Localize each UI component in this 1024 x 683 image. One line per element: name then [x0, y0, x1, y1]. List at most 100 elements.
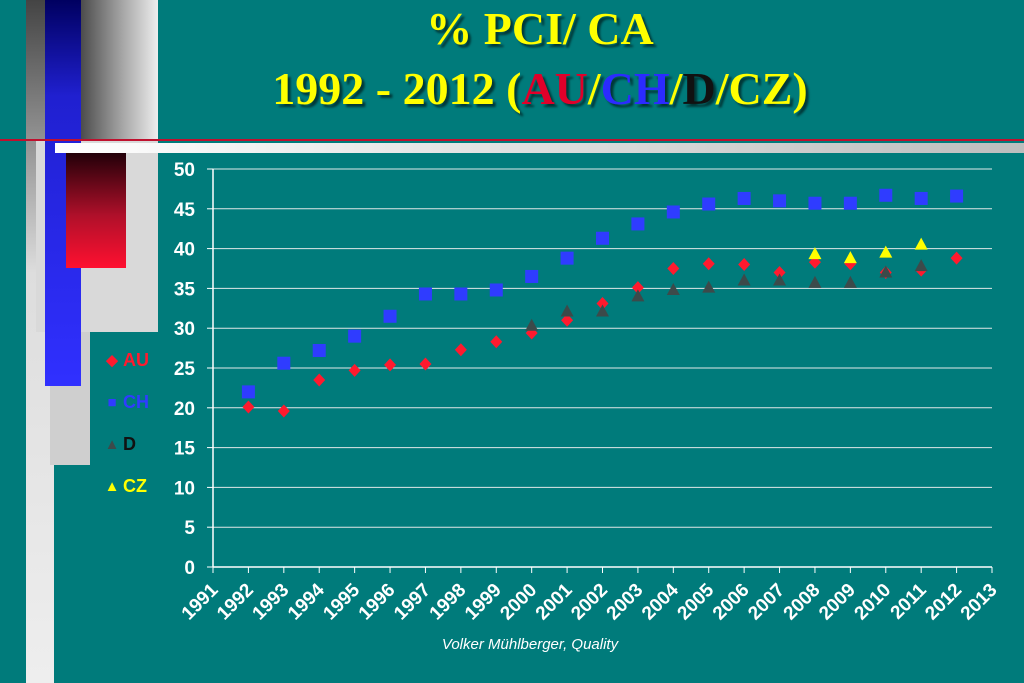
legend-label-d: D	[123, 433, 136, 454]
data-point-ch	[348, 329, 362, 343]
data-point-ch	[596, 231, 609, 245]
data-point-ch	[879, 188, 893, 202]
title-ch: CH	[600, 63, 670, 114]
x-tick-label: 1994	[284, 579, 329, 624]
x-tick-label: 1993	[249, 580, 294, 625]
data-point-d	[914, 259, 928, 272]
header-red-divider	[0, 139, 1024, 141]
data-point-d	[702, 280, 716, 293]
data-point-ch	[702, 197, 716, 211]
title-d: D	[682, 63, 716, 114]
legend-label-ch: CH	[123, 391, 149, 412]
x-tick-label: 2013	[957, 580, 1002, 625]
data-point-au	[631, 281, 644, 295]
x-tick-label: 1992	[213, 580, 258, 625]
y-tick-label: 5	[184, 518, 195, 539]
y-tick-label: 50	[174, 160, 195, 181]
data-point-ch	[241, 385, 255, 399]
x-tick-label: 1999	[461, 580, 506, 625]
x-tick-label: 1991	[178, 579, 223, 624]
x-tick-label: 2010	[851, 580, 896, 625]
x-tick-label: 2009	[815, 580, 860, 625]
x-tick-label: 2005	[674, 579, 719, 624]
data-point-ch	[489, 283, 503, 297]
title-line1-text: % PCI/ CA	[426, 3, 654, 54]
square-marker-icon: ■	[107, 393, 117, 411]
x-tick-label: 2011	[887, 579, 931, 623]
title-prefix: 1992 - 2012 (	[272, 63, 522, 114]
data-point-au	[561, 313, 574, 327]
data-point-ch	[454, 287, 468, 301]
y-tick-label: 35	[174, 279, 196, 300]
header-gray-divider	[55, 143, 1024, 153]
data-point-cz	[843, 251, 857, 264]
y-tick-label: 0	[184, 558, 195, 579]
data-point-d	[808, 275, 822, 288]
y-tick-label: 25	[174, 359, 196, 380]
data-point-d	[773, 273, 787, 286]
data-point-au	[419, 357, 432, 371]
data-point-d	[525, 318, 539, 331]
x-tick-label: 2002	[567, 580, 612, 625]
x-tick-label: 1998	[426, 580, 471, 625]
data-point-ch	[312, 343, 326, 357]
data-point-d	[596, 304, 609, 317]
data-point-au	[384, 358, 397, 372]
x-tick-label: 2007	[744, 580, 789, 625]
data-point-ch	[950, 189, 964, 203]
data-point-ch	[383, 309, 397, 323]
data-point-d	[879, 265, 893, 278]
data-point-au	[667, 262, 680, 275]
y-tick-label: 30	[174, 319, 195, 340]
title-sep: /	[669, 63, 683, 114]
data-point-au	[808, 255, 821, 269]
data-point-cz	[879, 245, 893, 258]
legend-item-ch: ■ CH	[104, 390, 149, 414]
decor-red-block	[66, 152, 126, 268]
x-tick-label: 2003	[603, 580, 648, 625]
data-point-au	[454, 343, 467, 357]
legend-item-d: ▲ D	[104, 432, 136, 456]
data-point-ch	[560, 251, 574, 265]
data-point-cz	[808, 247, 822, 260]
y-tick-label: 15	[174, 439, 196, 460]
data-point-d	[843, 275, 857, 288]
data-point-ch	[666, 205, 680, 219]
footer-credit: Volker Mühlberger, Quality	[441, 636, 619, 653]
data-point-ch	[737, 191, 751, 205]
x-tick-label: 2012	[921, 580, 966, 625]
x-tick-label: 2001	[532, 579, 577, 624]
x-tick-label: 2008	[780, 580, 825, 625]
data-point-ch	[773, 194, 787, 208]
data-point-au	[702, 257, 715, 271]
x-tick-label: 2000	[496, 580, 541, 625]
y-tick-label: 45	[174, 200, 196, 221]
data-point-au	[313, 373, 326, 387]
data-point-au	[242, 400, 255, 414]
legend-label-au: AU	[123, 349, 149, 370]
title-sep: /	[715, 63, 729, 114]
data-point-ch	[525, 269, 539, 283]
data-point-au	[950, 251, 963, 265]
triangle-marker-icon: ▲	[104, 435, 120, 453]
data-point-d	[560, 304, 574, 317]
title-sep: /	[587, 63, 601, 114]
data-point-cz	[914, 237, 928, 250]
data-point-d	[631, 289, 645, 302]
data-point-au	[277, 404, 290, 418]
legend-item-cz: ▲ CZ	[104, 474, 147, 498]
x-tick-label: 1996	[355, 580, 400, 625]
data-point-ch	[914, 191, 928, 205]
diamond-marker-icon: ◆	[106, 352, 118, 369]
data-point-au	[773, 265, 786, 279]
data-point-au	[490, 335, 503, 349]
title-au: AU	[521, 63, 588, 114]
x-tick-label: 1997	[390, 580, 435, 625]
data-point-ch	[631, 217, 645, 231]
y-tick-label: 40	[174, 240, 195, 261]
data-point-au	[738, 258, 751, 272]
legend-label-cz: CZ	[123, 475, 147, 496]
data-point-au	[596, 297, 609, 311]
data-point-au	[348, 363, 361, 377]
